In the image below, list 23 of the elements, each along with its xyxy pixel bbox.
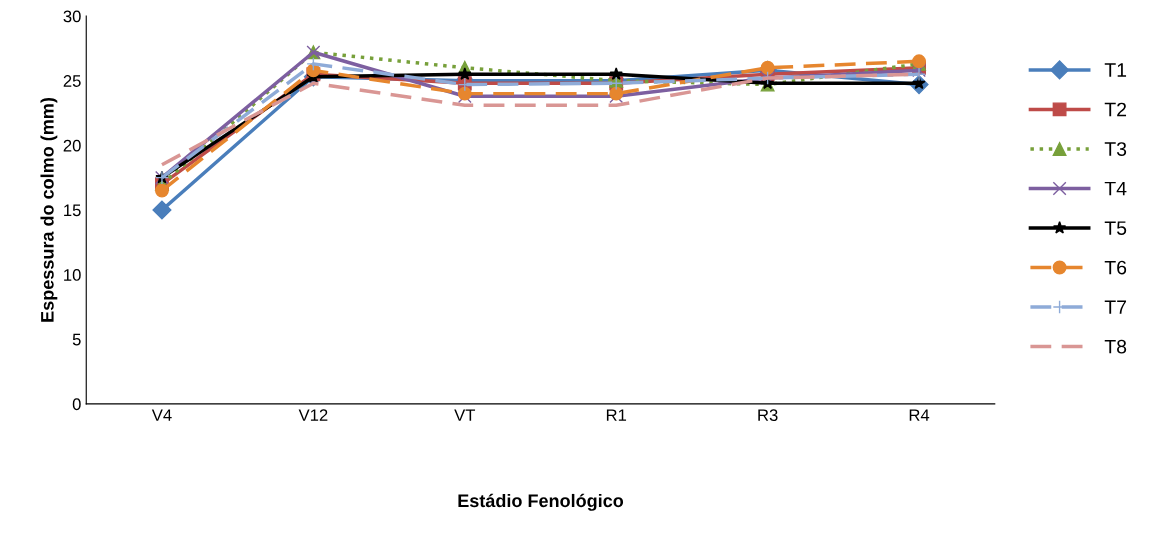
legend-label: T1 [1104, 63, 1127, 77]
y-tick-label: 5 [72, 333, 81, 346]
x-tick-label: R4 [909, 409, 930, 421]
y-tick-label: 10 [64, 269, 81, 281]
legend-label: T3 [1104, 142, 1127, 156]
x-tick-label: VT [454, 409, 476, 421]
x-tick-label: V12 [298, 409, 328, 421]
legend-label: T5 [1104, 221, 1127, 235]
y-tick-label: 20 [63, 139, 81, 152]
x-tick-label: R3 [758, 409, 778, 422]
y-tick-label: 25 [63, 75, 81, 87]
legend-label: T2 [1104, 102, 1127, 117]
x-tick-label: R1 [606, 409, 627, 421]
legend-label: T7 [1104, 300, 1127, 314]
y-axis-title: Espessura do colmo (mm) [40, 98, 58, 322]
legend-label: T6 [1104, 260, 1127, 275]
y-tick-label: 0 [72, 398, 81, 411]
y-tick-label: 15 [64, 204, 81, 217]
x-axis-title: Estádio Fenológico [458, 493, 624, 511]
y-tick-label: 30 [63, 10, 81, 23]
legend-label: T4 [1104, 181, 1127, 196]
x-tick-label: V4 [151, 409, 172, 421]
legend-label: T8 [1104, 339, 1127, 354]
